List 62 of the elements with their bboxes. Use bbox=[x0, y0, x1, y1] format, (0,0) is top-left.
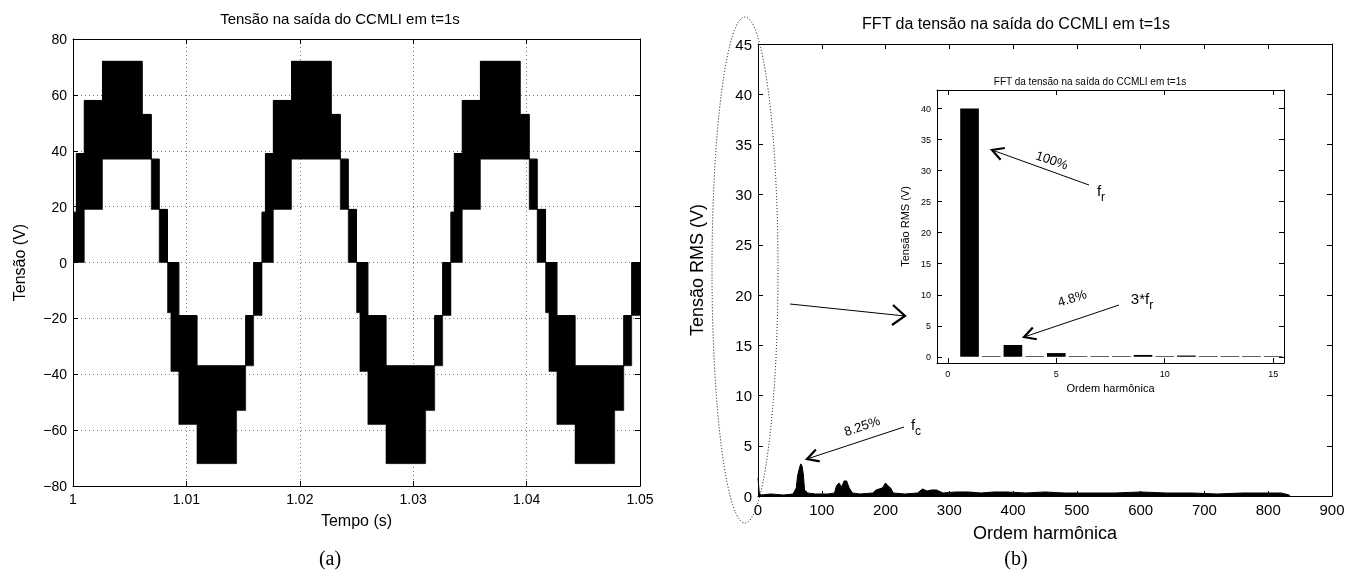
x-axis-title: Ordem harmônica bbox=[972, 523, 1119, 543]
y-tick-label: 5 bbox=[743, 437, 752, 455]
y-tick-label: 20 bbox=[920, 227, 931, 238]
y-tick-label: 30 bbox=[920, 165, 931, 176]
chart-title: Tensão na saída do CCMLI em t=1s bbox=[220, 10, 460, 27]
y-tick-label: 40 bbox=[51, 142, 68, 159]
y-tick-label: 0 bbox=[59, 254, 68, 271]
y-tick-label: −60 bbox=[43, 422, 68, 439]
y-tick-label: 20 bbox=[735, 286, 752, 304]
x-tick-label: 1.05 bbox=[626, 491, 654, 507]
text: (b) bbox=[1004, 547, 1028, 570]
x-tick-label: 0 bbox=[945, 368, 951, 379]
x-tick-label: 10 bbox=[1159, 368, 1170, 379]
annotation: 100% bbox=[1033, 147, 1071, 173]
x-tick-label: 100 bbox=[809, 501, 835, 518]
x-tick-label: 5 bbox=[1053, 368, 1059, 379]
x-tick-label: 600 bbox=[1128, 501, 1154, 518]
x-tick-label: 1.02 bbox=[286, 491, 314, 507]
y-tick-label: 60 bbox=[51, 86, 68, 103]
y-tick-label: 10 bbox=[735, 387, 752, 405]
x-tick-label: 15 bbox=[1268, 368, 1279, 379]
y-tick-label: 0 bbox=[925, 351, 931, 362]
x-tick-label: 300 bbox=[936, 501, 962, 518]
y-tick-label: −80 bbox=[43, 478, 68, 494]
annotation: 8.25% bbox=[842, 412, 883, 440]
y-tick-label: 10 bbox=[920, 289, 931, 300]
chart-title: FFT da tensão na saída do CCMLI em t=1s bbox=[862, 14, 1170, 32]
y-tick-label: −20 bbox=[43, 310, 68, 327]
y-tick-label: 35 bbox=[735, 135, 752, 153]
chart-title: FFT da tensão na saída do CCMLI em t=1s bbox=[993, 75, 1187, 87]
x-tick-label: 700 bbox=[1191, 501, 1217, 518]
y-tick-label: 15 bbox=[735, 336, 752, 354]
x-axis-title: Tempo (s) bbox=[320, 511, 393, 529]
x-tick-label: 1.04 bbox=[512, 491, 541, 507]
y-tick-label: −40 bbox=[43, 366, 68, 383]
y-tick-label: 80 bbox=[51, 31, 68, 47]
y-tick-label: 5 bbox=[925, 320, 931, 331]
text: (a) bbox=[318, 547, 342, 570]
x-tick-label: 400 bbox=[1000, 501, 1026, 518]
x-tick-label: 1.01 bbox=[172, 491, 201, 507]
y-tick-label: 40 bbox=[735, 85, 752, 103]
y-tick-label: 40 bbox=[920, 103, 931, 114]
x-tick-label: 900 bbox=[1319, 501, 1345, 518]
y-tick-label: 30 bbox=[735, 186, 752, 204]
y-axis-title: Tensão RMS (V) bbox=[687, 203, 707, 337]
y-tick-label: 45 bbox=[735, 35, 752, 53]
y-tick-label: 20 bbox=[51, 198, 68, 215]
annotation: 4.8% bbox=[1055, 286, 1089, 310]
x-tick-label: 1 bbox=[69, 491, 78, 507]
x-tick-label: 200 bbox=[873, 501, 899, 518]
y-tick-label: 25 bbox=[920, 196, 931, 207]
y-tick-label: 15 bbox=[920, 258, 931, 269]
y-axis-title: Tensão (V) bbox=[10, 223, 28, 302]
x-tick-label: 500 bbox=[1064, 501, 1090, 518]
x-tick-label: 1.03 bbox=[399, 491, 428, 507]
y-tick-label: 35 bbox=[920, 134, 931, 145]
x-axis-title: Ordem harmônica bbox=[1066, 382, 1156, 395]
y-axis-title: Tensão RMS (V) bbox=[898, 186, 911, 267]
y-tick-label: 25 bbox=[735, 236, 752, 254]
bar bbox=[960, 108, 979, 357]
x-tick-label: 800 bbox=[1255, 501, 1281, 518]
bar bbox=[1003, 345, 1023, 357]
